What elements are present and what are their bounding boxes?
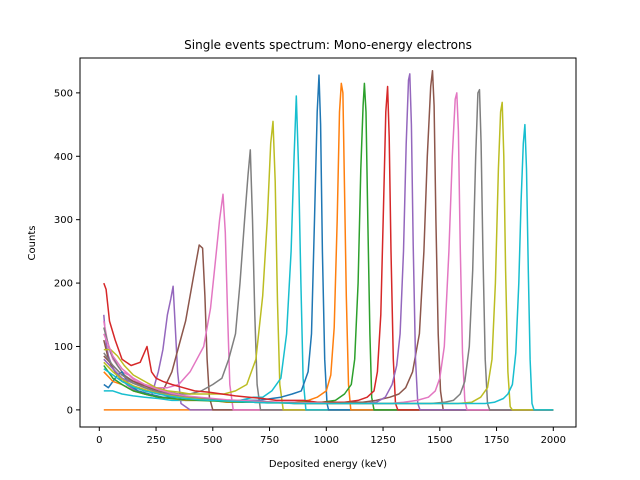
x-tick-label: 1500 <box>427 435 452 446</box>
chart-title: Single events spectrum: Mono-energy elec… <box>184 38 472 52</box>
y-tick-label: 200 <box>54 279 73 290</box>
x-axis-label: Deposited energy (keV) <box>269 459 387 470</box>
y-tick-label: 0 <box>67 405 73 416</box>
series-line-7 <box>103 95 554 411</box>
x-tick-label: 2000 <box>541 435 566 446</box>
y-axis-label: Counts <box>27 226 38 261</box>
x-tick-label: 1250 <box>370 435 395 446</box>
x-tick-label: 0 <box>96 435 102 446</box>
series-line-17 <box>103 123 554 411</box>
x-tick-label: 500 <box>203 435 222 446</box>
plot-frame <box>79 57 577 428</box>
y-tick-label: 500 <box>54 88 73 99</box>
series-line-6 <box>103 120 554 411</box>
series-line-11 <box>103 85 554 411</box>
x-tick-label: 1750 <box>484 435 509 446</box>
y-axis-ticks: 0 100 200 300 400 500 <box>54 88 80 416</box>
series-line-3 <box>103 244 554 411</box>
y-tick-label: 400 <box>54 152 73 163</box>
x-tick-label: 250 <box>146 435 165 446</box>
x-axis-ticks: 0 250 500 750 1000 1250 1500 1750 2000 <box>96 427 566 446</box>
y-tick-label: 100 <box>54 342 73 353</box>
x-tick-label: 1000 <box>314 435 339 446</box>
y-tick-label: 300 <box>54 215 73 226</box>
x-tick-label: 750 <box>260 435 279 446</box>
series-layer <box>103 69 554 411</box>
